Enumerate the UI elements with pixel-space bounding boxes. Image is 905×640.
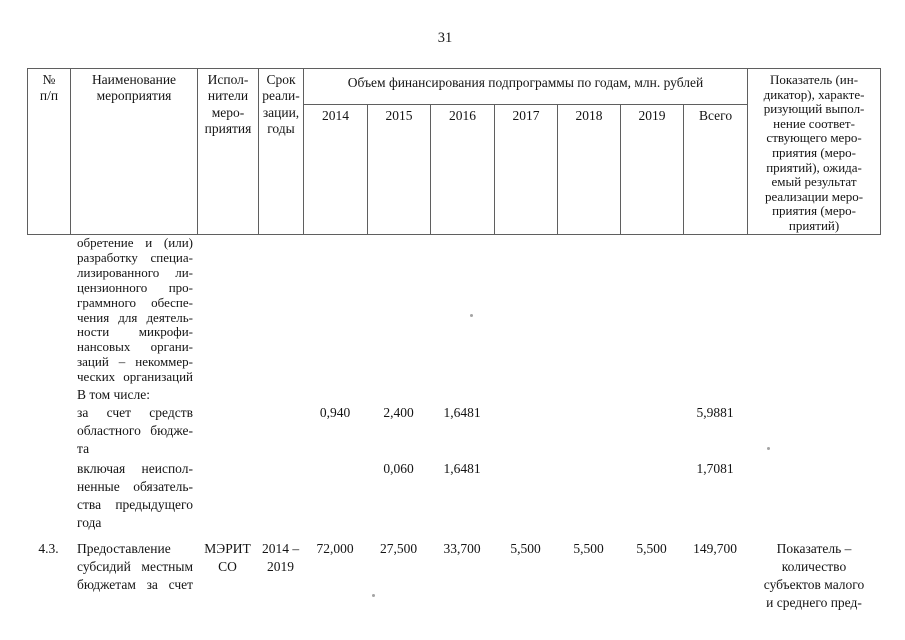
header-financing-group: Объем финансирования подпрограммы по год… (302, 68, 749, 105)
financing-table-header: № п/п Наименование мероприятия Испол- ни… (27, 68, 882, 235)
unfulfilled-value-2016: 1,6481 (443, 461, 481, 476)
header-term: Срок реали- зации, годы (258, 68, 304, 235)
header-year-2016: 2016 (430, 104, 495, 235)
header-year-2014: 2014 (303, 104, 368, 235)
scan-speck (372, 594, 375, 597)
scan-speck (767, 447, 770, 450)
scan-speck (470, 314, 473, 317)
header-year-2019: 2019 (620, 104, 684, 235)
header-year-total: Всего (682, 104, 749, 235)
header-year-2018: 2018 (557, 104, 621, 235)
row-43-value-total: 149,700 (693, 541, 737, 556)
unfulfilled-row-label: включая неиспол- ненные обязатель- ства … (77, 461, 193, 530)
row-43-term: 2014 – 2019 (261, 541, 300, 574)
budget-value-2015: 2,400 (383, 405, 414, 420)
row-43-value-2019: 5,500 (636, 541, 667, 556)
subtotal-intro: В том числе: (77, 387, 150, 402)
row-43-name: Предоставление субсидий местным бюджетам… (77, 541, 193, 592)
header-year-2015: 2015 (367, 104, 431, 235)
header-executor: Испол- нители меро- приятия (197, 68, 259, 235)
header-year-2017: 2017 (494, 104, 558, 235)
row-43-number: 4.3. (38, 541, 59, 556)
header-num: № п/п (27, 68, 71, 235)
row-43-value-2018: 5,500 (573, 541, 604, 556)
budget-value-2016: 1,6481 (443, 405, 481, 420)
budget-value-total: 5,9881 (696, 405, 734, 420)
page-number: 31 (437, 30, 453, 46)
budget-value-2014: 0,940 (319, 405, 351, 420)
unfulfilled-value-2015: 0,060 (383, 461, 414, 476)
row-43-value-2017: 5,500 (510, 541, 541, 556)
row-43-value-2016: 33,700 (443, 541, 481, 556)
row-43-value-2014: 72,000 (316, 541, 354, 556)
continuation-text: обретение и (или) разработку специа- лиз… (77, 235, 193, 385)
row-43-executor: МЭРИТ СО (204, 541, 251, 574)
row-43-value-2015: 27,500 (379, 541, 418, 556)
budget-row-label: за счет средств областного бюдже- та (77, 405, 193, 456)
unfulfilled-value-total: 1,7081 (696, 461, 734, 476)
header-name: Наименование мероприятия (70, 68, 198, 235)
row-43-indicator: Показатель – количество субъектов малого… (763, 541, 865, 610)
header-indicator: Показатель (ин- дикатор), характе- ризую… (747, 68, 882, 235)
